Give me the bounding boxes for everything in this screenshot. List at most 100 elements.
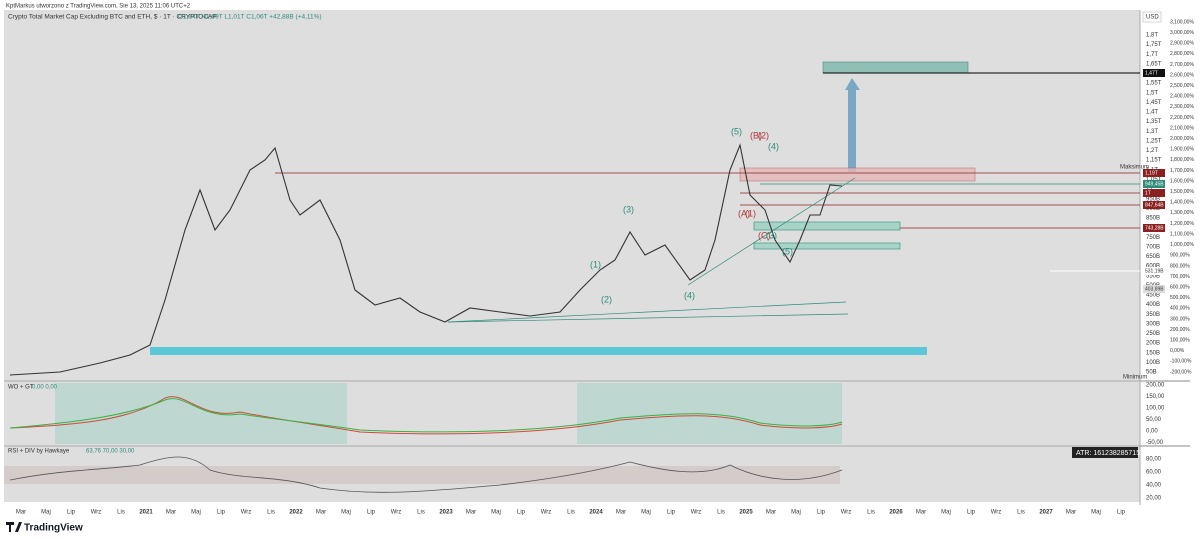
- percent-label: 2,500,00%: [1170, 83, 1194, 89]
- zone-box: [753, 242, 901, 250]
- time-label: Lip: [667, 510, 676, 516]
- price-tag: 531,19B: [1145, 268, 1164, 274]
- wave-label: (5): [782, 246, 793, 256]
- symbol: Crypto Total Market Cap Excluding BTC an…: [8, 14, 217, 21]
- percent-label: 2,300,00%: [1170, 104, 1194, 110]
- time-label: Lip: [967, 510, 976, 516]
- wave-label: (2): [758, 130, 769, 140]
- rsi-axis-label: 80,00: [1146, 457, 1162, 463]
- wave-label: (4): [768, 141, 779, 151]
- trend-line: [687, 177, 856, 286]
- time-label: Mar: [166, 510, 176, 516]
- price-label: 200B: [1146, 341, 1160, 347]
- time-label: Lis: [267, 510, 275, 516]
- percent-label: 1,500,00%: [1170, 189, 1194, 195]
- price-label: 1,8T: [1146, 33, 1158, 39]
- wave-label: (A): [738, 208, 750, 218]
- price-label: 1,3T: [1146, 129, 1158, 135]
- rsi-title: RSI + DIV by Hawkaye: [8, 449, 70, 455]
- percent-label: -200,00%: [1170, 369, 1192, 375]
- price-label: 1,7T: [1146, 52, 1158, 58]
- percent-label: 1,900,00%: [1170, 147, 1194, 153]
- price-tag-bg: [1143, 267, 1165, 275]
- time-label: Mar: [766, 510, 776, 516]
- time-label: 2021: [139, 510, 153, 516]
- time-label: Mar: [616, 510, 626, 516]
- percent-label: 3,100,00%: [1170, 19, 1194, 25]
- price-label: 1,55T: [1146, 81, 1162, 87]
- time-label: Lip: [367, 510, 376, 516]
- percent-label: 2,700,00%: [1170, 62, 1194, 68]
- price-label: 450B: [1146, 293, 1160, 299]
- time-label: Lip: [67, 510, 76, 516]
- currency-button[interactable]: [1142, 11, 1162, 23]
- time-label: Wrz: [391, 510, 402, 516]
- atr-box: [1072, 447, 1138, 458]
- price-label: 1,15T: [1146, 158, 1162, 164]
- price-tag-bg: [1143, 201, 1165, 209]
- wo-line: [9, 396, 843, 435]
- price-label: 350B: [1146, 312, 1160, 318]
- percent-label: 700,00%: [1170, 274, 1190, 280]
- logo: TradingView: [24, 523, 83, 534]
- price-line: [9, 143, 843, 376]
- price-label: 600B: [1146, 264, 1160, 270]
- percent-label: 1,800,00%: [1170, 157, 1194, 163]
- trend-line: [447, 301, 847, 323]
- wave-label: (1): [590, 259, 601, 269]
- price-tag: 1T: [1145, 190, 1151, 196]
- price-label: 400B: [1146, 302, 1160, 308]
- currency[interactable]: USD: [1146, 15, 1159, 21]
- rsi-band: [4, 466, 840, 484]
- wave-label: (1): [745, 208, 756, 218]
- percent-label: 2,100,00%: [1170, 125, 1194, 131]
- time-label: 2024: [589, 510, 603, 516]
- time-label: Wrz: [841, 510, 852, 516]
- zone-box: [753, 221, 901, 231]
- wave-label: (3): [623, 204, 634, 214]
- time-label: Maj: [41, 510, 51, 516]
- percent-label: 1,100,00%: [1170, 231, 1194, 237]
- percent-label: 800,00%: [1170, 263, 1190, 269]
- price-tag-bg: [1143, 285, 1165, 293]
- rsi-axis-label: 20,00: [1146, 496, 1162, 502]
- wave-label: (C): [758, 230, 771, 240]
- min-label: Minimum: [1123, 375, 1147, 381]
- arrow: [845, 78, 860, 172]
- time-label: Maj: [641, 510, 651, 516]
- price-label: 550B: [1146, 273, 1160, 279]
- time-label: Wrz: [541, 510, 552, 516]
- percent-label: 400,00%: [1170, 306, 1190, 312]
- wo-values: 0,00 0,00: [32, 385, 58, 391]
- max-label: Maksimum: [1120, 165, 1149, 171]
- time-label: Mar: [466, 510, 476, 516]
- time-label: Lis: [567, 510, 575, 516]
- wo-axis-label: 100,00: [1146, 406, 1165, 412]
- wo-line: [9, 398, 843, 433]
- time-label: Lis: [867, 510, 875, 516]
- time-label: Maj: [1091, 510, 1101, 516]
- author: KptMarkus utworzono z TradingView.com, S…: [6, 4, 191, 10]
- target-box: [822, 61, 969, 74]
- price-tag: 1,47T: [1145, 70, 1158, 76]
- wo-title: WO + GT: [8, 385, 34, 391]
- price-label: 100B: [1146, 360, 1160, 366]
- time-label: Lis: [1017, 510, 1025, 516]
- time-label: Maj: [191, 510, 201, 516]
- trend-line: [447, 313, 849, 323]
- price-label: 1,5T: [1146, 90, 1158, 96]
- time-label: Maj: [491, 510, 501, 516]
- price-label: 1,65T: [1146, 61, 1162, 67]
- price-tag: 949,45B: [1145, 181, 1164, 187]
- price-tag-bg: [1143, 224, 1165, 232]
- price-tag: 743,28B: [1145, 225, 1164, 231]
- time-label: Wrz: [691, 510, 702, 516]
- percent-label: 100,00%: [1170, 338, 1190, 344]
- price-label: 300B: [1146, 321, 1160, 327]
- time-label: Mar: [16, 510, 26, 516]
- logo-icon: [6, 522, 22, 532]
- price-tag-bg: [1143, 69, 1165, 77]
- time-label: Wrz: [241, 510, 252, 516]
- percent-label: 900,00%: [1170, 253, 1190, 259]
